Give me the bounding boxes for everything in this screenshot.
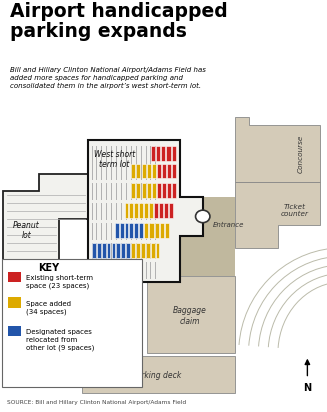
Bar — [92, 243, 96, 258]
Polygon shape — [147, 276, 235, 353]
Bar — [97, 243, 101, 258]
Bar — [136, 183, 140, 198]
Bar — [102, 243, 106, 258]
Bar — [172, 164, 176, 178]
Text: KEY: KEY — [39, 263, 60, 273]
Bar — [146, 243, 150, 258]
Bar — [164, 204, 168, 218]
Bar — [115, 223, 119, 238]
Bar — [142, 164, 146, 178]
Bar — [131, 243, 135, 258]
Bar — [125, 204, 129, 218]
Bar — [165, 223, 169, 238]
Bar — [162, 164, 166, 178]
Polygon shape — [235, 183, 320, 248]
Text: Existing short-term
space (23 spaces): Existing short-term space (23 spaces) — [26, 275, 93, 289]
Bar — [139, 204, 143, 218]
Bar — [166, 147, 170, 161]
Bar — [156, 243, 160, 258]
Polygon shape — [88, 140, 203, 282]
Bar — [152, 164, 156, 178]
Text: Airport handicapped
parking expands: Airport handicapped parking expands — [10, 2, 228, 41]
Bar — [167, 183, 171, 198]
Bar — [155, 223, 159, 238]
Bar — [159, 204, 163, 218]
Bar — [151, 243, 155, 258]
Bar — [172, 183, 176, 198]
Bar — [2, 259, 142, 387]
Bar — [129, 204, 133, 218]
Bar — [169, 204, 173, 218]
Bar — [149, 223, 153, 238]
Bar — [172, 147, 176, 161]
Bar — [142, 183, 146, 198]
Bar — [162, 183, 166, 198]
Bar — [112, 243, 115, 258]
Bar — [116, 243, 120, 258]
Polygon shape — [82, 356, 235, 393]
Bar — [131, 164, 135, 178]
Polygon shape — [3, 174, 88, 304]
Bar — [125, 223, 129, 238]
Bar — [144, 223, 148, 238]
Bar — [136, 164, 140, 178]
Bar — [147, 183, 151, 198]
Bar — [160, 223, 164, 238]
Bar — [141, 243, 145, 258]
Bar — [126, 243, 130, 258]
Bar — [161, 147, 165, 161]
Text: Concourse: Concourse — [298, 135, 304, 173]
Bar — [134, 204, 138, 218]
Bar — [149, 204, 153, 218]
Text: Peanut
lot: Peanut lot — [13, 221, 40, 240]
Bar — [139, 223, 143, 238]
Bar — [157, 164, 161, 178]
Bar — [156, 147, 160, 161]
Bar — [120, 223, 124, 238]
Bar — [157, 183, 161, 198]
Text: Parking deck: Parking deck — [132, 371, 181, 380]
Bar — [152, 183, 156, 198]
Text: N: N — [303, 383, 311, 393]
Bar — [129, 223, 133, 238]
Text: Space added
(34 spaces): Space added (34 spaces) — [26, 301, 71, 315]
Bar — [154, 204, 158, 218]
Bar — [147, 164, 151, 178]
Bar — [107, 243, 111, 258]
Text: Bill and Hillary Clinton National Airport/Adams Field has
added more spaces for : Bill and Hillary Clinton National Airpor… — [10, 67, 206, 89]
Text: Designated spaces
relocated from
other lot (9 spaces): Designated spaces relocated from other l… — [26, 329, 94, 351]
Bar — [8, 325, 21, 336]
Text: West short
term lot: West short term lot — [94, 150, 135, 169]
Bar — [134, 223, 138, 238]
Bar — [144, 204, 148, 218]
Bar — [136, 243, 140, 258]
Bar — [151, 147, 155, 161]
Circle shape — [196, 210, 210, 222]
Polygon shape — [180, 197, 235, 276]
Text: Ticket
counter: Ticket counter — [280, 204, 308, 217]
Bar — [131, 183, 135, 198]
Text: Entrance: Entrance — [213, 222, 244, 228]
Bar — [8, 272, 21, 282]
Bar — [8, 297, 21, 308]
Bar — [121, 243, 125, 258]
Polygon shape — [235, 117, 320, 183]
Text: SOURCE: Bill and Hillary Clinton National Airport/Adams Field: SOURCE: Bill and Hillary Clinton Nationa… — [7, 400, 186, 405]
Text: Baggage
claim: Baggage claim — [173, 306, 207, 325]
Bar — [167, 164, 171, 178]
